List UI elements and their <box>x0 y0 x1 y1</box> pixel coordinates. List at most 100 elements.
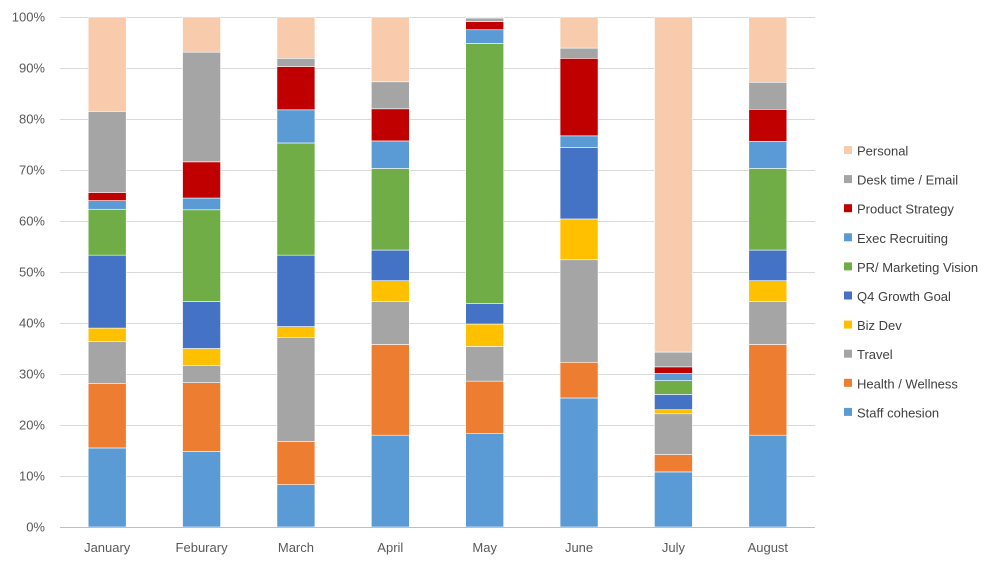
legend-label: Personal <box>857 144 908 159</box>
bar-segment <box>371 280 410 302</box>
bar-segment <box>748 109 788 142</box>
bar-segment <box>748 301 788 345</box>
bar-segment <box>87 341 127 384</box>
bar-segment <box>465 29 504 44</box>
bar-segment <box>87 16 127 112</box>
bar-segment <box>465 43 504 304</box>
bar-segment <box>748 434 788 528</box>
bar-segment <box>465 303 504 325</box>
legend-label: Staff cohesion <box>857 405 939 420</box>
y-tick-label: 70% <box>19 163 45 178</box>
x-tick-label: June <box>565 540 593 555</box>
bar-segment <box>87 447 127 528</box>
legend: Personal Desk time / Email Product Strateg… <box>844 144 978 420</box>
y-tick-label: 50% <box>19 265 45 280</box>
bar-segment <box>371 140 410 169</box>
y-tick-label: 90% <box>19 61 45 76</box>
bar-segment <box>276 336 316 442</box>
bar-segment <box>87 254 127 329</box>
bar-segment <box>182 209 221 302</box>
bar-segment <box>748 168 788 251</box>
legend-swatch <box>844 378 852 387</box>
bar-segment <box>654 351 693 368</box>
bar-segment <box>559 16 599 49</box>
legend-swatch <box>844 349 852 358</box>
bar-segment <box>654 409 693 415</box>
bar-segment <box>182 301 221 349</box>
bar-segment <box>182 348 221 366</box>
y-tick-label: 100% <box>12 10 46 25</box>
bar-segment <box>182 197 221 211</box>
bar-segment <box>559 147 599 220</box>
bar-segment <box>87 327 127 342</box>
bar-segment <box>559 135 599 148</box>
bar-segment <box>559 361 599 399</box>
legend-swatch <box>844 146 852 154</box>
bar-segment <box>465 433 504 528</box>
bar-segment <box>371 168 410 251</box>
legend-label: Biz Dev <box>857 318 902 333</box>
bar-segment <box>87 383 127 449</box>
bar-segment <box>371 108 410 142</box>
x-tick-label: Feburary <box>176 540 229 555</box>
bar-segment <box>276 254 316 327</box>
bar-segment <box>182 382 221 452</box>
bar-segment <box>276 16 316 59</box>
bar-segment <box>748 16 788 83</box>
bar-segment <box>87 192 127 201</box>
bar-segment <box>654 454 693 473</box>
bar-segment <box>371 434 410 528</box>
legend-swatch <box>844 204 852 213</box>
bar-segment <box>87 208 127 256</box>
bar-segment <box>182 16 221 53</box>
legend-label: Health / Wellness <box>857 376 958 391</box>
bar-segment <box>559 47 599 59</box>
bar-segment <box>654 16 693 353</box>
bar-segment <box>654 471 693 528</box>
y-tick-label: 20% <box>19 418 45 433</box>
bar-segment <box>559 218 599 261</box>
x-tick-label: August <box>748 540 789 555</box>
bar-segment <box>748 280 788 302</box>
y-tick-label: 0% <box>26 520 45 535</box>
legend-swatch <box>844 291 852 300</box>
bar-segment <box>654 413 693 455</box>
bar-segment <box>87 111 127 193</box>
bars <box>87 16 788 528</box>
bar-segment <box>559 58 599 137</box>
bar-segment <box>182 51 221 163</box>
legend-label: Product Strategy <box>857 202 954 217</box>
legend-label: PR/ Marketing Vision <box>857 260 978 275</box>
bar-segment <box>748 141 788 169</box>
bar-segment <box>371 344 410 436</box>
bar-segment <box>748 81 788 110</box>
bar-segment <box>465 17 504 22</box>
bar-segment <box>559 397 599 528</box>
bar-segment <box>276 484 316 528</box>
bar-segment <box>182 451 221 528</box>
x-tick-label: March <box>278 540 314 555</box>
legend-swatch <box>844 175 852 184</box>
y-tick-label: 60% <box>19 214 45 229</box>
bar-segment <box>276 66 316 111</box>
legend-label: Exec Recruiting <box>857 231 948 246</box>
gridlines <box>60 17 815 477</box>
bar-segment <box>465 380 504 434</box>
axes: 0% 10% 20% 30% 40% 50% 60% 70% 80% 90% 100% January… <box>12 10 815 555</box>
bar-segment <box>654 366 693 374</box>
bar-segment <box>654 380 693 395</box>
legend-swatch <box>844 233 852 242</box>
bar-segment <box>654 394 693 410</box>
legend-label: Q4 Growth Goal <box>857 289 951 304</box>
bar-segment <box>182 365 221 383</box>
bar-segment <box>371 81 410 110</box>
legend-swatch <box>844 320 852 329</box>
bar-segment <box>748 344 788 436</box>
y-tick-label: 40% <box>19 316 45 331</box>
legend-swatch <box>844 407 852 416</box>
x-tick-label: April <box>377 540 403 555</box>
legend-label: Desk time / Email <box>857 173 958 188</box>
bar-segment <box>87 200 127 210</box>
legend-label: Travel <box>857 347 893 362</box>
